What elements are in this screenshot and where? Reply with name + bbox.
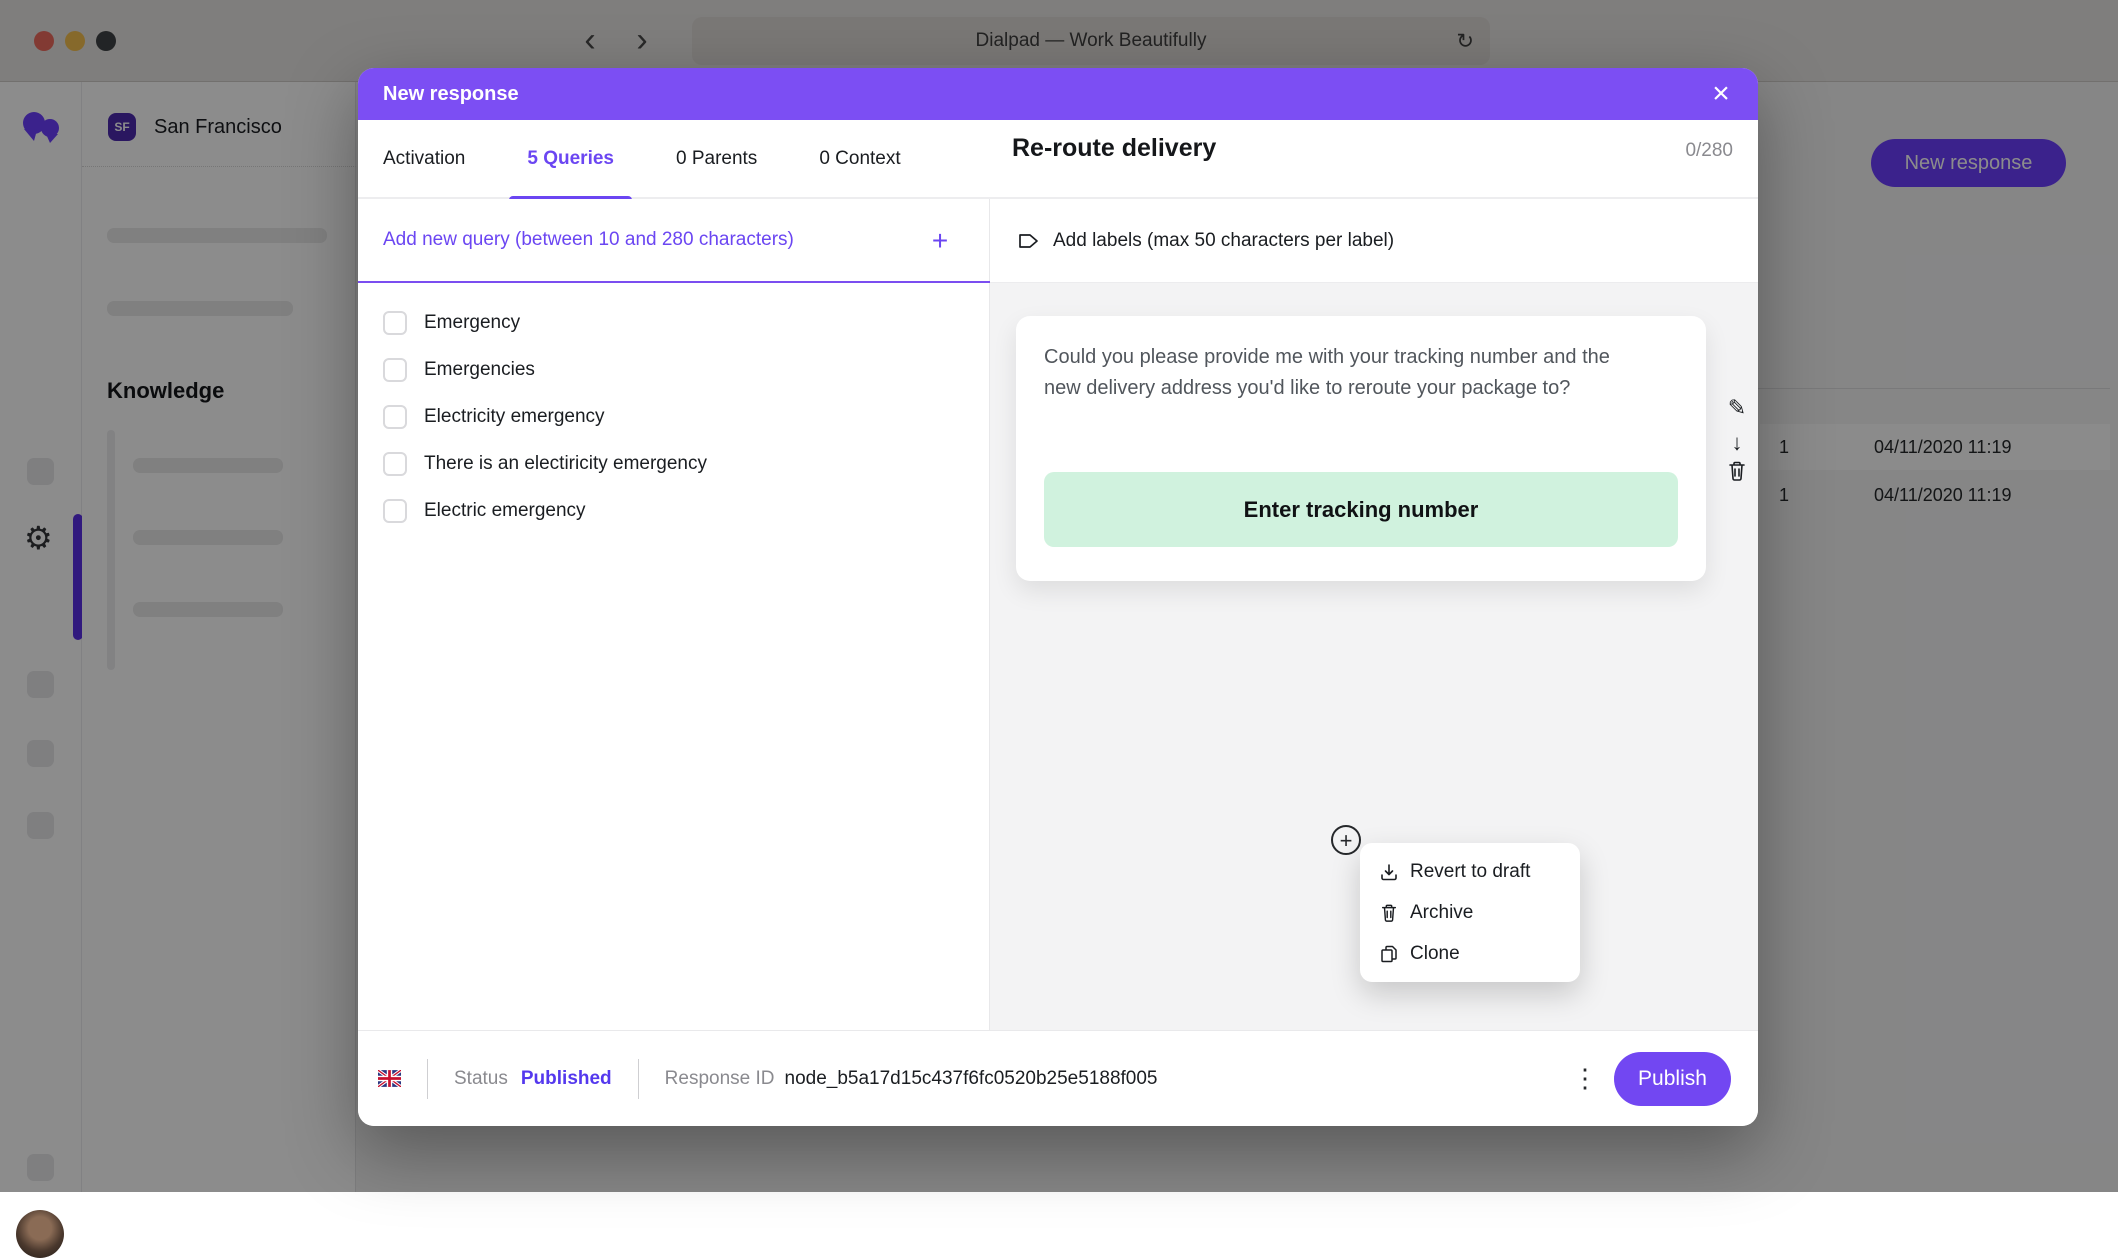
new-response-modal: New response × Activation 5 Queries 0 Pa…: [358, 68, 1758, 1126]
query-label: There is an electiricity emergency: [424, 452, 707, 474]
menu-item-archive[interactable]: Archive: [1360, 892, 1580, 933]
section-title: Knowledge: [107, 378, 225, 403]
archive-trash-icon: [1381, 904, 1397, 922]
query-list: Emergency Emergencies Electricity emerge…: [358, 299, 990, 534]
reload-icon[interactable]: ↻: [1456, 30, 1474, 53]
query-item: Emergencies: [358, 346, 990, 393]
modal-title: New response: [383, 82, 519, 105]
menu-item-clone[interactable]: Clone: [1360, 933, 1580, 974]
query-checkbox[interactable]: [383, 404, 407, 429]
divider: [82, 166, 356, 167]
row-timestamp: 04/11/2020 11:19: [1874, 484, 2012, 505]
query-label: Emergencies: [424, 358, 535, 380]
tab-queries[interactable]: 5 Queries: [509, 119, 632, 200]
response-title: Re-route delivery: [1012, 134, 1217, 162]
new-response-button[interactable]: New response: [1871, 139, 2066, 187]
tab-parents[interactable]: 0 Parents: [675, 147, 758, 169]
more-options-kebab-icon[interactable]: ⋮: [1572, 1063, 1598, 1093]
query-label: Electricity emergency: [424, 405, 605, 427]
delete-trash-icon[interactable]: [1724, 461, 1750, 487]
add-query-input[interactable]: [383, 229, 903, 251]
status-badge: Published: [520, 1067, 612, 1089]
response-card: Could you please provide me with your tr…: [1016, 316, 1706, 581]
rail-item-icon[interactable]: [27, 812, 54, 839]
traffic-light-zoom[interactable]: [96, 31, 116, 51]
skeleton-bar: [133, 530, 283, 545]
query-item: Emergency: [358, 299, 990, 346]
tab-context[interactable]: 0 Context: [819, 147, 901, 169]
page-title: Dialpad — Work Beautifully: [975, 30, 1207, 51]
browser-forward-icon[interactable]: ›: [636, 21, 648, 59]
menu-item-label: Clone: [1410, 942, 1460, 964]
modal-footer: Status Published Response ID node_b5a17d…: [358, 1030, 1758, 1126]
active-tab-underline: [509, 196, 632, 200]
url-bar[interactable]: Dialpad — Work Beautifully ↻: [692, 17, 1490, 65]
publish-button[interactable]: Publish: [1614, 1051, 1731, 1106]
language-flag-icon[interactable]: [378, 1070, 401, 1087]
response-id-label: Response ID: [664, 1067, 775, 1089]
query-item: Electric emergency: [358, 487, 990, 534]
label-tag-icon: [1019, 233, 1038, 248]
rail-item-icon[interactable]: [27, 740, 54, 767]
modal-header: New response ×: [358, 68, 1758, 120]
close-icon[interactable]: ×: [1712, 77, 1730, 110]
rail-active-indicator: [73, 514, 83, 640]
tracking-number-chip[interactable]: Enter tracking number: [1044, 472, 1678, 547]
queries-column: + Emergency Emergencies Electricity emer…: [358, 199, 990, 1030]
query-label: Electric emergency: [424, 499, 586, 521]
query-item: There is an electiricity emergency: [358, 440, 990, 487]
response-message: Could you please provide me with your tr…: [1044, 346, 1610, 399]
row-count: 1: [1779, 484, 1790, 505]
settings-gear-icon[interactable]: ⚙: [24, 520, 53, 556]
row-timestamp: 04/11/2020 11:19: [1874, 436, 2012, 457]
context-menu: Revert to draft Archive Clone: [1360, 843, 1580, 982]
traffic-light-minimize[interactable]: [65, 31, 85, 51]
clone-copy-icon: [1381, 945, 1397, 962]
query-checkbox[interactable]: [383, 498, 407, 523]
query-label: Emergency: [424, 311, 521, 333]
revert-to-draft-icon: [1381, 863, 1397, 880]
response-column: Add labels (max 50 characters per label)…: [990, 199, 1758, 1030]
workspace-name[interactable]: San Francisco: [154, 116, 282, 138]
response-id-value: node_b5a17d15c437f6fc0520b25e5188f005: [784, 1067, 1158, 1089]
menu-item-label: Archive: [1410, 901, 1474, 923]
skeleton-bar: [107, 301, 293, 316]
query-item: Electricity emergency: [358, 393, 990, 440]
traffic-light-close[interactable]: [34, 31, 54, 51]
add-node-plus-icon[interactable]: +: [1331, 825, 1361, 855]
tree-scroll-track: [107, 430, 115, 670]
skeleton-bar: [133, 602, 283, 617]
rail-item-icon[interactable]: [27, 1154, 54, 1181]
table-row[interactable]: 1 04/11/2020 11:19: [1760, 424, 2110, 470]
browser-back-icon[interactable]: ‹: [584, 21, 596, 59]
query-checkbox[interactable]: [383, 451, 407, 476]
add-labels-button[interactable]: Add labels (max 50 characters per label): [990, 199, 1758, 283]
edit-pencil-icon[interactable]: ✎: [1727, 395, 1747, 420]
add-query-row: +: [358, 199, 990, 283]
query-checkbox[interactable]: [383, 357, 407, 382]
knowledge-panel: SF San Francisco Knowledge: [82, 82, 356, 1192]
menu-item-revert[interactable]: Revert to draft: [1360, 851, 1580, 892]
rail-item-icon[interactable]: [27, 458, 54, 485]
dialpad-logo-icon: [23, 112, 59, 143]
table-row[interactable]: 1 04/11/2020 11:19: [1760, 472, 2110, 518]
divider: [427, 1058, 428, 1099]
char-counter: 0/280: [1685, 140, 1733, 161]
menu-item-label: Revert to draft: [1410, 860, 1531, 882]
modal-tabbar: Activation 5 Queries 0 Parents 0 Context: [358, 119, 1758, 200]
workspace-avatar[interactable]: SF: [108, 113, 136, 141]
user-avatar[interactable]: [16, 1210, 64, 1258]
tab-activation[interactable]: Activation: [383, 147, 466, 169]
nav-rail: ⚙: [0, 82, 83, 1258]
row-count: 1: [1779, 436, 1790, 457]
status-label: Status: [454, 1067, 508, 1089]
add-labels-text: Add labels (max 50 characters per label): [1053, 229, 1395, 251]
move-down-icon[interactable]: ↓: [1731, 430, 1743, 455]
query-checkbox[interactable]: [383, 310, 407, 335]
add-query-plus-icon[interactable]: +: [931, 225, 949, 256]
rail-item-icon[interactable]: [27, 671, 54, 698]
skeleton-bar: [107, 228, 327, 243]
divider: [637, 1058, 639, 1099]
skeleton-bar: [133, 458, 283, 473]
